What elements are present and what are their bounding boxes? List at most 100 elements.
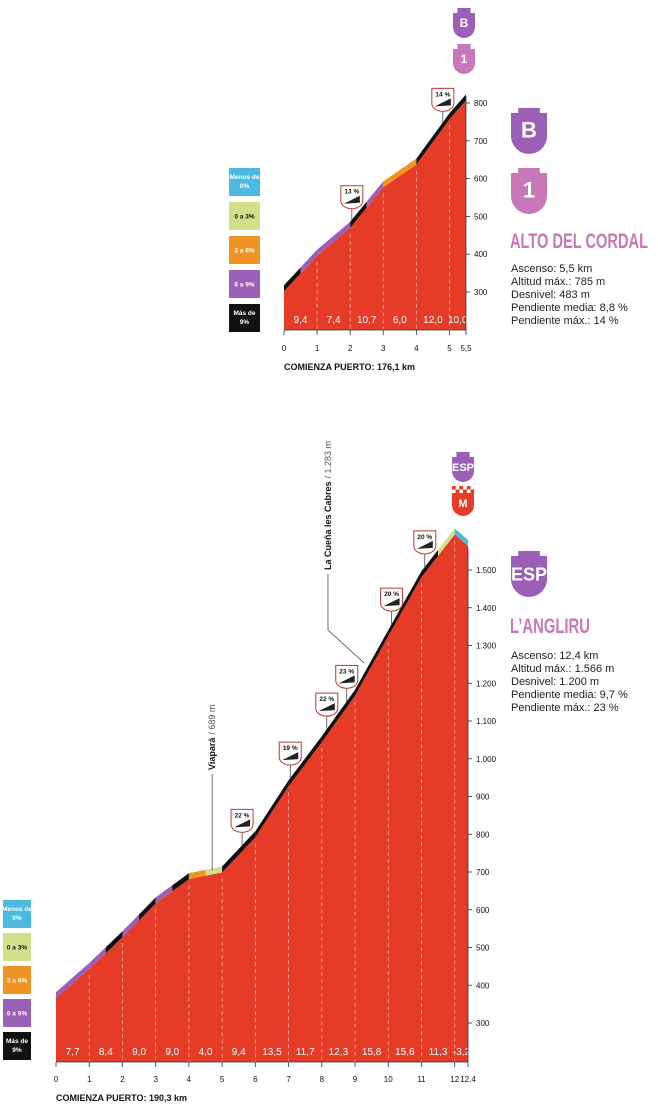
y-tick-label: 400: [476, 981, 490, 990]
bubble-label: 23 %: [339, 668, 354, 675]
profile-area: [284, 100, 466, 330]
legend-label: 0%: [12, 915, 22, 922]
x-tick-label: 10: [384, 1075, 393, 1084]
gradient-band: [284, 267, 301, 292]
y-tick-label: 800: [474, 99, 488, 108]
legend-label: Más de: [6, 1038, 28, 1045]
category-badge-small-shape: [453, 8, 475, 38]
segment-gradient-label: 11,3: [429, 1047, 448, 1058]
legend-item: 0 a 3%: [3, 933, 31, 961]
legend-item: 6 a 9%: [3, 999, 31, 1027]
category-number-large: 1: [511, 168, 547, 214]
y-tick-label: 900: [476, 793, 490, 802]
gradient-band: [89, 947, 106, 970]
gradient-band: [188, 869, 206, 880]
bubble-slope-icon: [318, 703, 335, 712]
legend-label: 6 a 9%: [234, 282, 254, 289]
y-tick-label: 1.300: [476, 642, 497, 651]
bubble-slope-icon: [383, 598, 400, 607]
category-badge-small-label: B: [460, 16, 469, 30]
gradient-band: [317, 221, 351, 256]
y-tick-label: 1.500: [476, 566, 497, 575]
legend-swatch: [229, 270, 260, 298]
x-tick-label: 6: [253, 1075, 258, 1084]
legend-swatch: [3, 900, 31, 928]
segment-gradient-label: 10,7: [357, 315, 377, 326]
gradient-band: [172, 873, 189, 892]
climb-title: L’ANGLIRU: [510, 615, 590, 638]
legend-swatch: [229, 168, 260, 196]
gradient-band: [255, 780, 289, 838]
finish-check: [452, 489, 456, 493]
legend-item: 0 a 3%: [229, 202, 260, 230]
category-badge-large-shape: [511, 551, 547, 597]
poi-name: Viapará: [207, 737, 217, 770]
poi-altitude: / 689 m: [207, 705, 217, 735]
legend-swatch: [229, 304, 260, 332]
legend-label: Menos de: [2, 906, 32, 913]
segment-gradient-label: 15,6: [395, 1047, 415, 1058]
legend-label: Menos de: [230, 174, 260, 181]
climb-info-line: Pendiente media: 9,7 %: [511, 689, 628, 701]
segment-gradient-label: 13,5: [262, 1047, 282, 1058]
segment-gradient-label: 12,3: [329, 1047, 349, 1058]
segment-gradient-label: 6,0: [393, 315, 407, 326]
segment-gradient-label: 9,0: [165, 1047, 179, 1058]
y-tick-label: 600: [474, 175, 488, 184]
start-label: COMIENZA PUERTO: 190,3 km: [56, 1093, 187, 1103]
climb-info-line: Pendiente máx.: 23 %: [511, 702, 619, 714]
category-badge-small-shape: [452, 452, 474, 482]
climb-info-line: Ascenso: 12,4 km: [511, 650, 598, 662]
category-badge-small: B: [453, 8, 475, 38]
y-tick-label: 1.100: [476, 717, 497, 726]
legend-item: Menos de 0%: [229, 168, 260, 196]
finish-check: [470, 486, 475, 490]
legend-label: 3 a 6%: [234, 248, 254, 255]
legend-label: 0%: [240, 183, 250, 190]
legend-swatch: [3, 933, 31, 961]
gradient-band: [155, 885, 173, 904]
x-tick-label: 1: [315, 344, 320, 353]
gradient-band: [288, 736, 322, 787]
gradient-band: [421, 549, 439, 578]
x-tick-label: 1: [87, 1075, 92, 1084]
category-badge-large: ESP: [511, 551, 547, 597]
legend-label: 9%: [240, 319, 250, 326]
bubble-label: 22 %: [235, 812, 250, 819]
x-tick-label: 8: [320, 1075, 325, 1084]
gradient-bubble: 20 %: [380, 587, 404, 626]
gradient-bubble: 22 %: [315, 692, 339, 731]
category-number-small-label: 1: [461, 52, 468, 66]
poi-label: Viapará / 689 m: [207, 705, 217, 770]
climb-info-line: Altitud máx.: 1.566 m: [511, 663, 614, 675]
gradient-band: [416, 113, 450, 165]
gradient-band: [122, 914, 140, 938]
bubble-label: 14 %: [435, 91, 450, 98]
legend-item: Menos de 0%: [2, 900, 32, 928]
finish-badge: M: [452, 486, 475, 516]
bubble-slope-icon: [343, 195, 360, 204]
y-tick-label: 600: [476, 906, 490, 915]
segment-gradient-label: 15,8: [362, 1047, 382, 1058]
finish-check: [452, 486, 456, 490]
legend-item: 3 a 6%: [3, 966, 31, 994]
x-tick-label: 3: [153, 1075, 158, 1084]
gradient-band: [388, 571, 422, 637]
y-tick-label: 300: [476, 1019, 490, 1028]
bubble-slope-icon: [282, 752, 299, 761]
x-tick-label: 12,4: [460, 1075, 476, 1084]
poi-leader-diag: [327, 629, 365, 664]
segment-gradient-label: -3,2: [453, 1047, 471, 1058]
climb-info-line: Ascenso: 5,5 km: [511, 263, 592, 275]
x-tick-label: 4: [414, 344, 419, 353]
category-badge-large-label: ESP: [511, 564, 547, 584]
finish-check: [463, 489, 467, 493]
gradient-band: [449, 94, 466, 120]
category-badge-small-label: ESP: [452, 462, 474, 474]
segment-gradient-label: 7,4: [327, 315, 341, 326]
poi-name: La Cueña les Cabres: [323, 481, 333, 570]
bubble-slope-icon: [338, 675, 355, 684]
legend-item: 6 a 9%: [229, 270, 260, 298]
x-tick-label: 2: [348, 344, 353, 353]
x-tick-label: 11: [417, 1075, 426, 1084]
